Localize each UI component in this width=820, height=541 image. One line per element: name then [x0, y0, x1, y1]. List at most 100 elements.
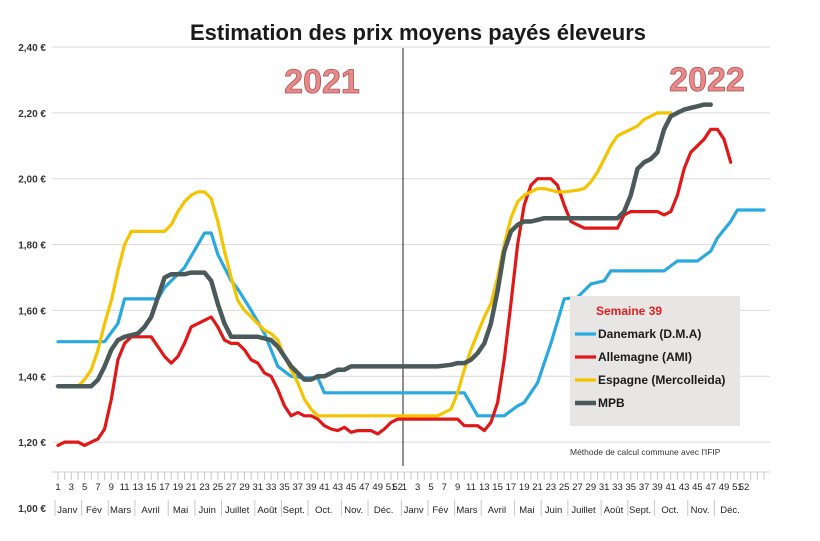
- x-week-label: 17: [506, 482, 517, 493]
- x-week-label: 51: [386, 482, 397, 493]
- x-week-label: 21: [532, 482, 543, 493]
- x-month-label: Août: [604, 505, 624, 516]
- y-axis-tick-labels: 1,00 € 1,20 € 1,40 € 1,60 € 1,80 € 2,00 € 2,20…: [18, 43, 46, 515]
- x-month-label: Mars: [456, 505, 477, 516]
- x-week-label: 1: [402, 482, 407, 493]
- x-week-label: 52: [739, 482, 750, 493]
- x-month-label: Mars: [110, 505, 131, 516]
- x-week-label: 25: [213, 482, 224, 493]
- x-week-label: 39: [652, 482, 663, 493]
- series-line: [55, 102, 713, 389]
- x-week-label: 11: [120, 482, 130, 493]
- x-week-label: 47: [359, 482, 370, 493]
- x-month-label: Mai: [519, 505, 534, 516]
- gridlines: [52, 46, 770, 443]
- legend: Semaine 39 Danemark (D.M.A) Allemagne (AM…: [570, 296, 740, 426]
- x-week-label: 5: [428, 482, 433, 493]
- x-week-label: 5: [82, 482, 87, 493]
- x-week-label: 39: [306, 482, 317, 493]
- legend-label: Allemagne (AMI): [598, 350, 692, 364]
- series-line: [56, 127, 733, 447]
- year-label-2022: 2022: [669, 61, 745, 99]
- x-week-label: 3: [69, 482, 74, 493]
- year-label-2021: 2021: [284, 63, 360, 101]
- x-month-label: Juillet: [225, 505, 250, 516]
- x-week-label: 13: [479, 482, 490, 493]
- x-month-label: Fév: [432, 505, 448, 516]
- y-tick-label: 2,00 €: [18, 175, 46, 186]
- x-week-label: 27: [572, 482, 583, 493]
- x-month-label: Déc.: [374, 505, 394, 516]
- x-week-label: 15: [492, 482, 503, 493]
- x-month-label: Fév: [86, 505, 102, 516]
- x-month-label: Janv: [404, 505, 424, 516]
- x-week-label: 29: [239, 482, 250, 493]
- x-week-label: 51: [732, 482, 743, 493]
- x-month-label: Avril: [488, 505, 506, 516]
- x-week-label: 33: [266, 482, 277, 493]
- series-line: [56, 111, 673, 418]
- y-tick-label: 1,80 €: [18, 241, 46, 252]
- x-week-label: 37: [292, 482, 303, 493]
- x-month-label: Sept.: [629, 505, 651, 516]
- x-month-label: Juin: [198, 505, 215, 516]
- y-tick-label: 1,20 €: [18, 438, 46, 449]
- x-week-label: 3: [415, 482, 420, 493]
- x-week-label: 41: [665, 482, 676, 493]
- x-week-label: 33: [612, 482, 623, 493]
- x-week-label: 41: [319, 482, 330, 493]
- x-week-label: 35: [626, 482, 637, 493]
- x-week-label: 29: [586, 482, 597, 493]
- x-month-label: Janv: [57, 505, 77, 516]
- x-week-label: 52: [392, 482, 403, 493]
- chart-title: Estimation des prix moyens payés éleveur…: [190, 20, 646, 45]
- x-week-label: 23: [546, 482, 557, 493]
- x-week-label: 9: [109, 482, 114, 493]
- x-week-label: 27: [226, 482, 237, 493]
- x-week-label: 17: [159, 482, 170, 493]
- x-week-label: 25: [559, 482, 570, 493]
- series-lines: [55, 102, 766, 447]
- x-week-label: 1: [55, 482, 60, 493]
- x-week-label: 45: [346, 482, 357, 493]
- x-month-label: Oct.: [315, 505, 332, 516]
- x-week-label: 31: [599, 482, 610, 493]
- x-week-label: 23: [199, 482, 210, 493]
- x-month-label: Nov.: [344, 505, 363, 516]
- x-week-label: 43: [679, 482, 690, 493]
- x-axis: 1 3 5 7 9 11 13 15 17 19 21 23 25 27 29 31 33 35 37 39 41 43 4…: [52, 471, 770, 516]
- x-week-label: 37: [639, 482, 650, 493]
- method-note: Méthode de calcul commune avec l'IFIP: [570, 447, 721, 457]
- legend-label: Danemark (D.M.A): [598, 327, 701, 341]
- x-month-label: Nov.: [691, 505, 710, 516]
- x-week-label: 15: [146, 482, 157, 493]
- x-month-label: Juin: [545, 505, 562, 516]
- y-tick-label: 2,20 €: [18, 109, 46, 120]
- legend-label: MPB: [598, 396, 625, 410]
- x-week-label: 43: [332, 482, 343, 493]
- x-week-label: 35: [279, 482, 290, 493]
- y-tick-label: 2,40 €: [18, 43, 46, 54]
- x-week-label: 19: [173, 482, 184, 493]
- x-week-label: 31: [253, 482, 264, 493]
- x-month-label: Août: [257, 505, 277, 516]
- y-tick-label: 1,60 €: [18, 306, 46, 317]
- legend-background: [570, 296, 740, 426]
- x-week-label: 7: [442, 482, 447, 493]
- x-month-label: Sept.: [283, 505, 305, 516]
- x-month-label: Juillet: [571, 505, 596, 516]
- x-week-label: 21: [186, 482, 197, 493]
- x-week-label: 19: [519, 482, 530, 493]
- legend-label: Espagne (Mercolleida): [598, 373, 725, 387]
- x-week-label: 13: [133, 482, 144, 493]
- x-week-label: 47: [705, 482, 716, 493]
- y-tick-label: 1,40 €: [18, 372, 46, 383]
- legend-items: Danemark (D.M.A) Allemagne (AMI) Espagne (…: [575, 327, 725, 410]
- x-month-label: Oct.: [661, 505, 678, 516]
- x-month-label: Avril: [141, 505, 159, 516]
- x-month-label: Déc.: [720, 505, 740, 516]
- x-week-label: 9: [455, 482, 460, 493]
- x-week-label: 7: [95, 482, 100, 493]
